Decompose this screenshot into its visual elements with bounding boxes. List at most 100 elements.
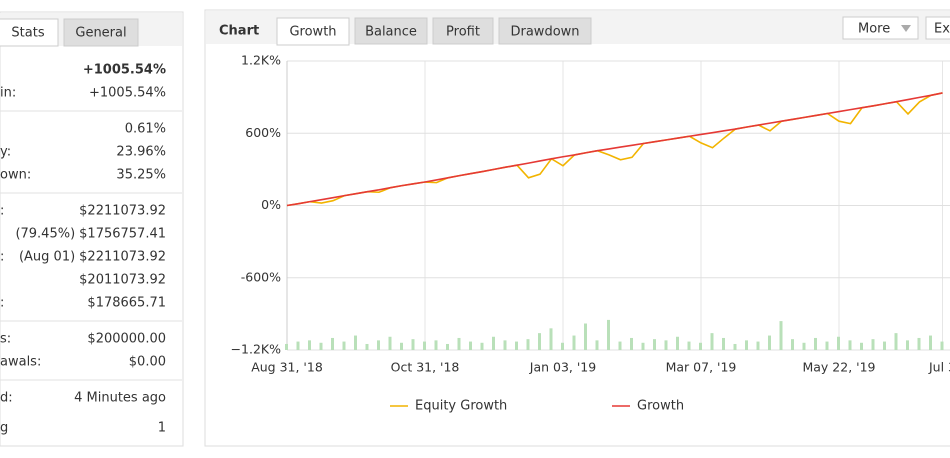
y-tick-label: −1.2K% [231, 342, 282, 357]
bar [779, 321, 783, 350]
stat-value: 0.61% [125, 122, 166, 137]
bar [929, 335, 932, 350]
chart-header-title: Chart [219, 24, 259, 39]
bar [917, 337, 921, 350]
stat-value: $0.00 [129, 355, 166, 370]
bar [480, 342, 484, 350]
bar [860, 342, 863, 350]
bar [296, 341, 300, 350]
bar [906, 340, 909, 350]
bar [676, 336, 679, 350]
stat-note: (79.45%) [15, 227, 75, 242]
bar [641, 342, 645, 350]
tab-label[interactable]: Stats [11, 26, 44, 41]
bar [469, 341, 472, 350]
bar [630, 337, 633, 350]
bar [745, 340, 748, 350]
x-tick-label: Aug 31, '18 [251, 360, 323, 375]
stat-label: own: [0, 168, 31, 183]
bar [331, 337, 334, 350]
more-caret[interactable] [901, 25, 911, 32]
x-tick-label: Mar 07, '19 [666, 360, 737, 375]
legend-label: Equity Growth [415, 399, 507, 414]
chart-tab-label[interactable]: Growth [289, 25, 336, 40]
stat-value: $2211073.92 [79, 250, 166, 265]
export-label[interactable]: Ex [934, 22, 950, 37]
y-tick-label: -600% [241, 269, 281, 284]
chart-tab[interactable] [432, 17, 494, 45]
bar [825, 341, 829, 350]
stat-label: : [0, 204, 4, 219]
bar [791, 339, 794, 350]
chart-tab-label[interactable]: Profit [446, 25, 480, 40]
bar [699, 342, 702, 350]
stat-label: awals: [0, 355, 41, 370]
tab-label[interactable]: General [75, 26, 126, 41]
stat-label: : [0, 250, 4, 265]
bar [526, 339, 530, 350]
stat-value: +1005.54% [89, 86, 166, 101]
stat-value: 35.25% [116, 168, 166, 183]
chart-tab[interactable] [276, 17, 350, 46]
bar [434, 340, 438, 350]
bar [802, 342, 806, 350]
bar [285, 343, 288, 350]
chart-card [204, 9, 950, 447]
chart-tab-label[interactable]: Drawdown [510, 25, 579, 40]
tab[interactable] [0, 18, 59, 47]
bar [446, 343, 449, 350]
bar [595, 340, 599, 350]
stat-label: g [0, 421, 8, 436]
tab[interactable] [63, 18, 139, 47]
bar [308, 340, 311, 350]
bar [549, 328, 553, 350]
bar [503, 340, 507, 350]
bar [423, 341, 426, 350]
bar [848, 340, 852, 350]
more-button[interactable] [842, 16, 919, 40]
stat-label: y: [0, 145, 11, 160]
export-button[interactable] [925, 16, 950, 40]
bar [411, 339, 415, 350]
bar [388, 336, 392, 350]
chart-tab-label[interactable]: Balance [365, 25, 417, 40]
bar [492, 336, 495, 350]
more-label[interactable]: More [858, 22, 890, 37]
bar [572, 335, 576, 350]
headline: +1005.54% [83, 63, 166, 78]
bar [584, 323, 587, 350]
stat-label: : [0, 296, 4, 311]
chart-tab[interactable] [354, 17, 428, 45]
stat-value: $200000.00 [87, 332, 166, 347]
bar [354, 335, 357, 350]
stat-value: 23.96% [116, 145, 166, 160]
stat-label: s: [0, 332, 11, 347]
bar [457, 337, 461, 350]
bar [538, 333, 541, 350]
stat-label: d: [0, 391, 13, 406]
bar [756, 341, 760, 350]
bar [722, 337, 725, 350]
y-tick-label: 0% [261, 197, 281, 212]
y-tick-label: 1.2K% [241, 53, 281, 68]
chart-tab[interactable] [498, 17, 592, 45]
stat-value: 1 [158, 421, 166, 436]
stat-value: $178665.71 [87, 296, 166, 311]
stats-card [0, 11, 184, 447]
bar [377, 340, 380, 350]
bar [319, 342, 323, 350]
bar [664, 340, 668, 350]
x-tick-label: Jul 3 [928, 360, 950, 375]
bar [814, 337, 817, 350]
bar [400, 342, 403, 350]
x-tick-label: Jan 03, '19 [529, 360, 596, 375]
bar [687, 341, 691, 350]
bar [871, 339, 875, 350]
stat-value: $2211073.92 [79, 204, 166, 219]
bar [561, 342, 564, 350]
legend-label: Growth [637, 399, 684, 414]
bar [837, 336, 840, 350]
x-tick-label: Oct 31, '18 [391, 360, 460, 375]
bar [515, 341, 518, 350]
